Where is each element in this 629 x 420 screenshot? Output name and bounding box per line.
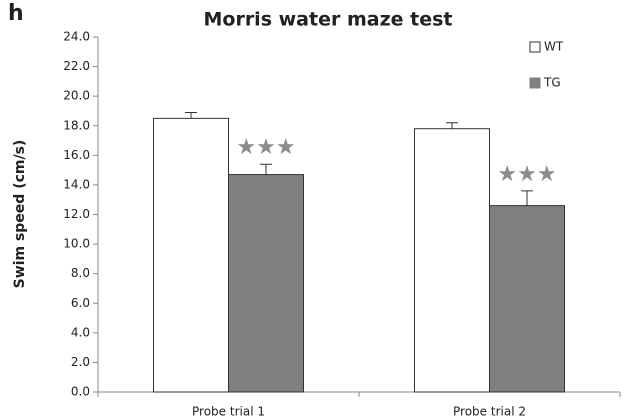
- y-tick-label: 18.0: [63, 118, 90, 132]
- y-tick-label: 12.0: [63, 207, 90, 221]
- y-tick-label: 20.0: [63, 89, 90, 103]
- chart-title: Morris water maze test: [203, 9, 452, 31]
- y-tick-label: 0.0: [71, 385, 90, 399]
- bar: [489, 205, 565, 393]
- panel-label: h: [8, 1, 24, 26]
- x-tick-label: Probe trial 2: [453, 405, 526, 419]
- legend-swatch: [529, 41, 541, 53]
- y-tick-label: 24.0: [63, 30, 90, 44]
- legend-label: WT: [544, 40, 564, 54]
- bar: [153, 117, 229, 393]
- y-tick-label: 14.0: [63, 177, 90, 191]
- y-tick-label: 16.0: [63, 148, 90, 162]
- legend-swatch: [529, 77, 541, 89]
- y-tick-label: 22.0: [63, 59, 90, 73]
- error-bar: [260, 163, 272, 175]
- bar: [414, 128, 490, 393]
- y-axis-label: Swim speed (cm/s): [12, 140, 28, 289]
- significance-annotation: ★★★: [236, 135, 295, 160]
- significance-annotation: ★★★: [497, 162, 556, 187]
- y-tick-label: 10.0: [63, 237, 90, 251]
- x-tick-label: Probe trial 1: [192, 405, 265, 419]
- y-tick-label: 2.0: [71, 355, 90, 369]
- error-bar: [446, 122, 458, 129]
- y-tick-label: 6.0: [71, 296, 90, 310]
- y-tick-label: 8.0: [71, 266, 90, 280]
- error-bar: [521, 190, 533, 206]
- legend-label: TG: [543, 76, 561, 90]
- error-bar: [185, 111, 197, 119]
- bar: [228, 174, 304, 393]
- y-tick-label: 4.0: [71, 325, 90, 339]
